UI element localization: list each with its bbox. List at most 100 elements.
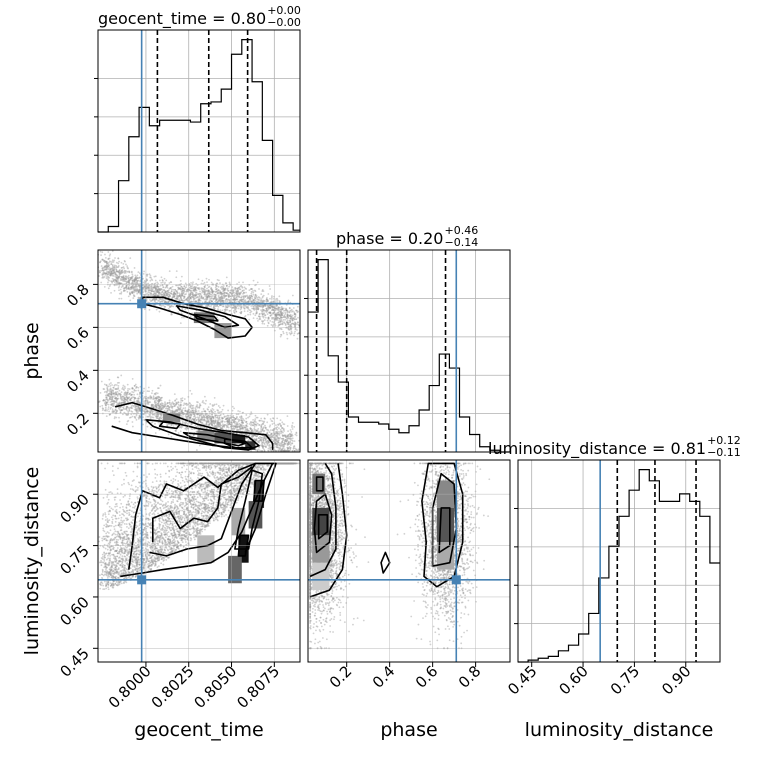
sample-point xyxy=(133,291,136,294)
sample-point xyxy=(256,317,259,320)
sample-point xyxy=(282,330,284,333)
sample-point xyxy=(210,293,213,296)
sample-point xyxy=(101,258,104,261)
sample-point xyxy=(280,320,282,322)
sample-point xyxy=(118,271,121,274)
sample-point xyxy=(155,291,157,293)
sample-point xyxy=(248,298,251,301)
sample-point xyxy=(237,413,240,416)
sample-point xyxy=(112,386,115,389)
sample-point xyxy=(127,295,130,298)
sample-point xyxy=(287,317,290,319)
sample-point xyxy=(113,266,116,269)
sample-point xyxy=(222,289,225,292)
sample-point xyxy=(199,290,201,293)
sample-point xyxy=(120,391,123,394)
sample-point xyxy=(218,291,221,294)
sample-point xyxy=(150,415,152,418)
sample-point xyxy=(221,309,224,312)
sample-point xyxy=(143,387,145,390)
sample-point xyxy=(237,289,239,292)
sample-point xyxy=(267,321,270,324)
sample-point xyxy=(180,399,183,402)
sample-point xyxy=(109,401,112,404)
sample-point xyxy=(190,300,192,303)
sample-point xyxy=(155,392,158,394)
sample-point xyxy=(265,428,268,431)
sample-point xyxy=(167,304,170,307)
sample-point xyxy=(287,321,290,324)
sample-point xyxy=(155,293,157,295)
sample-point xyxy=(226,306,228,309)
sample-point xyxy=(221,417,224,420)
sample-point xyxy=(227,293,230,296)
sample-point xyxy=(200,287,203,290)
sample-point xyxy=(195,301,197,303)
sample-point xyxy=(227,298,230,301)
sample-point xyxy=(280,314,282,317)
sample-point xyxy=(107,268,110,271)
sample-point xyxy=(155,308,158,311)
sample-point xyxy=(194,416,197,419)
sample-point xyxy=(145,284,148,287)
sample-point xyxy=(267,449,269,452)
sample-point xyxy=(224,309,227,312)
sample-point xyxy=(221,297,224,299)
sample-point xyxy=(124,387,126,390)
sample-point xyxy=(165,285,168,288)
sample-point xyxy=(203,414,205,417)
sample-point xyxy=(98,271,101,274)
sample-point xyxy=(296,332,299,335)
sample-point xyxy=(128,388,131,390)
sample-point xyxy=(226,293,229,295)
sample-point xyxy=(189,296,192,299)
sample-point xyxy=(128,396,131,399)
sample-point xyxy=(149,279,152,282)
sample-point xyxy=(127,387,129,390)
sample-point xyxy=(129,257,132,260)
sample-point xyxy=(132,281,135,284)
sample-point xyxy=(249,421,252,424)
sample-point xyxy=(133,277,136,280)
sample-point xyxy=(191,295,194,298)
sample-point xyxy=(266,324,269,327)
sample-point xyxy=(217,289,220,292)
sample-point xyxy=(179,297,182,299)
sample-point xyxy=(252,293,255,296)
sample-point xyxy=(261,428,264,431)
sample-point xyxy=(279,436,282,439)
sample-point xyxy=(224,305,227,307)
sample-point xyxy=(123,389,125,391)
sample-point xyxy=(277,423,279,426)
sample-point xyxy=(205,297,207,300)
sample-point xyxy=(175,430,177,432)
sample-point xyxy=(184,282,187,285)
sample-point xyxy=(254,297,257,300)
sample-point xyxy=(101,407,104,410)
sample-point xyxy=(210,297,213,300)
sample-point xyxy=(216,278,219,281)
sample-point xyxy=(121,269,124,272)
sample-point xyxy=(131,425,134,428)
sample-point xyxy=(291,422,294,424)
sample-point xyxy=(225,301,227,304)
sample-point xyxy=(206,289,209,292)
sample-point xyxy=(198,288,201,291)
sample-point xyxy=(270,433,273,435)
sample-point xyxy=(192,288,195,291)
sample-point xyxy=(252,306,255,308)
sample-point xyxy=(244,287,247,290)
sample-point xyxy=(232,298,235,301)
sample-point xyxy=(215,299,218,301)
sample-point xyxy=(125,414,128,416)
sample-point xyxy=(260,299,262,302)
sample-point xyxy=(154,279,157,282)
sample-point xyxy=(132,288,135,291)
sample-point xyxy=(156,392,159,395)
sample-point xyxy=(272,434,274,437)
sample-point xyxy=(123,289,125,292)
sample-point xyxy=(160,276,163,279)
sample-point xyxy=(145,287,148,290)
sample-point xyxy=(259,449,262,452)
sample-point xyxy=(103,260,105,263)
